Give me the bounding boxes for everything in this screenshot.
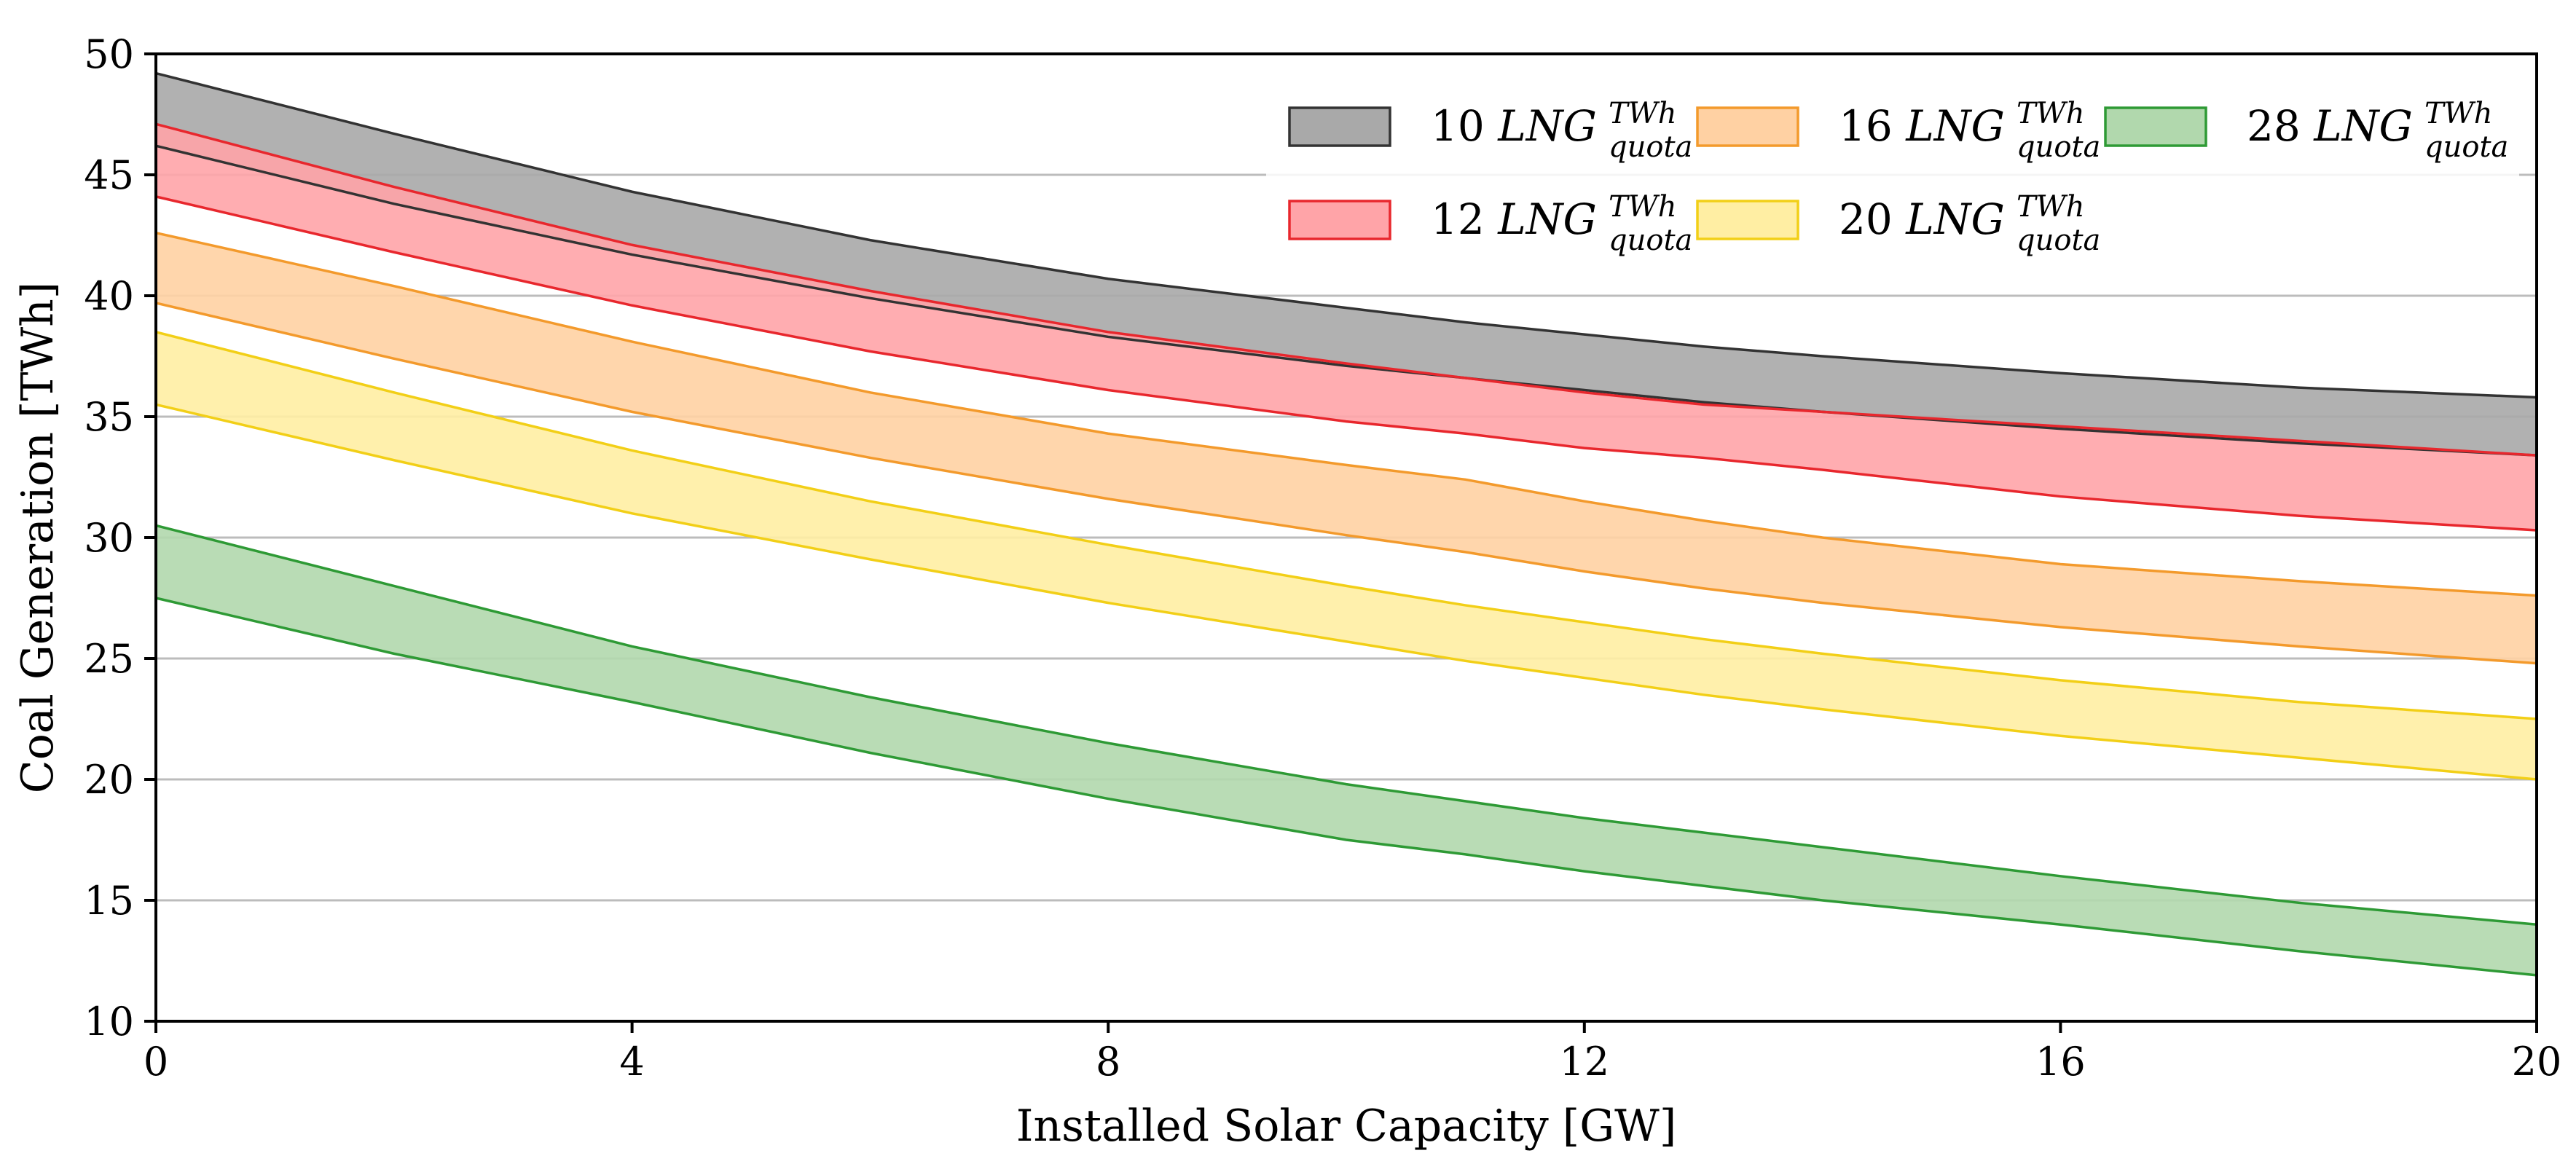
legend-label-12: 12 LNG (1431, 194, 1597, 244)
legend-subscript-10: quota (1609, 130, 1692, 164)
y-tick-label-50: 50 (84, 31, 134, 77)
legend-lng: LNG (2313, 101, 2413, 151)
legend-subscript-16: quota (2017, 130, 2100, 164)
legend-subscript-28: quota (2424, 130, 2508, 164)
legend-superscript-12: TWh (1609, 190, 1677, 224)
legend-superscript-28: TWh (2424, 97, 2493, 130)
x-tick-label-4: 4 (619, 1039, 644, 1085)
band-upper-line-28 (155, 524, 2537, 926)
band-lower-line-20 (155, 403, 2537, 781)
band-upper-line-12 (155, 122, 2537, 457)
y-tick-label-30: 30 (84, 515, 134, 561)
x-tick-label-16: 16 (2035, 1039, 2086, 1085)
legend-superscript-10: TWh (1609, 97, 1677, 130)
legend-superscript-16: TWh (2017, 97, 2085, 130)
legend-swatch-12 (1288, 200, 1391, 240)
legend-swatch-10 (1288, 106, 1391, 147)
legend-subscript-20: quota (2017, 224, 2100, 257)
legend-background (1266, 82, 2519, 272)
legend-value-20: 20 (1839, 194, 1906, 244)
y-axis-label: Coal Generation [TWh] (12, 282, 63, 793)
band-upper-line-16 (155, 231, 2537, 597)
x-tick-label-20: 20 (2512, 1039, 2562, 1085)
band-lower-line-28 (155, 597, 2537, 977)
band-upper-line-20 (155, 331, 2537, 720)
band-lower-line-12 (155, 195, 2537, 532)
legend-subscript-12: quota (1609, 224, 1692, 257)
legend-lng: LNG (1497, 101, 1597, 151)
legend-lng: LNG (1905, 101, 2005, 151)
y-tick-label-25: 25 (84, 636, 134, 682)
legend-value-28: 28 (2247, 101, 2314, 151)
legend-label-10: 10 LNG (1431, 101, 1597, 151)
band-area-12 (156, 124, 2537, 531)
legend-value-16: 16 (1839, 101, 1906, 151)
band-upper-line-10 (155, 71, 2537, 399)
band-lower-line-16 (155, 302, 2537, 665)
x-tick-label-0: 0 (144, 1039, 168, 1085)
x-tick-label-12: 12 (1559, 1039, 1609, 1085)
legend-lng: LNG (1497, 194, 1597, 244)
band-area-10 (156, 73, 2537, 456)
x-tick-label-8: 8 (1096, 1039, 1120, 1085)
legend-value-10: 10 (1431, 101, 1498, 151)
legend-label-16: 16 LNG (1839, 101, 2005, 151)
y-tick-label-20: 20 (84, 757, 134, 803)
legend-superscript-20: TWh (2017, 190, 2085, 224)
band-area-16 (156, 232, 2537, 664)
x-axis-label: Installed Solar Capacity [GW] (1016, 1101, 1676, 1152)
legend-label-20: 20 LNG (1839, 194, 2005, 244)
y-tick-label-10: 10 (84, 999, 134, 1045)
y-tick-label-35: 35 (84, 394, 134, 440)
y-tick-label-40: 40 (84, 273, 134, 319)
legend-value-12: 12 (1431, 194, 1498, 244)
y-tick-label-45: 45 (84, 152, 134, 198)
legend-swatch-20 (1696, 200, 1799, 240)
legend-lng: LNG (1905, 194, 2005, 244)
legend-swatch-28 (2104, 106, 2207, 147)
y-tick-label-15: 15 (84, 878, 134, 924)
legend-label-28: 28 LNG (2247, 101, 2413, 151)
legend-swatch-16 (1696, 106, 1799, 147)
tick-layer: 0 4 8 12 16 20 10 15 20 25 30 35 40 45 50 (84, 31, 2561, 1085)
